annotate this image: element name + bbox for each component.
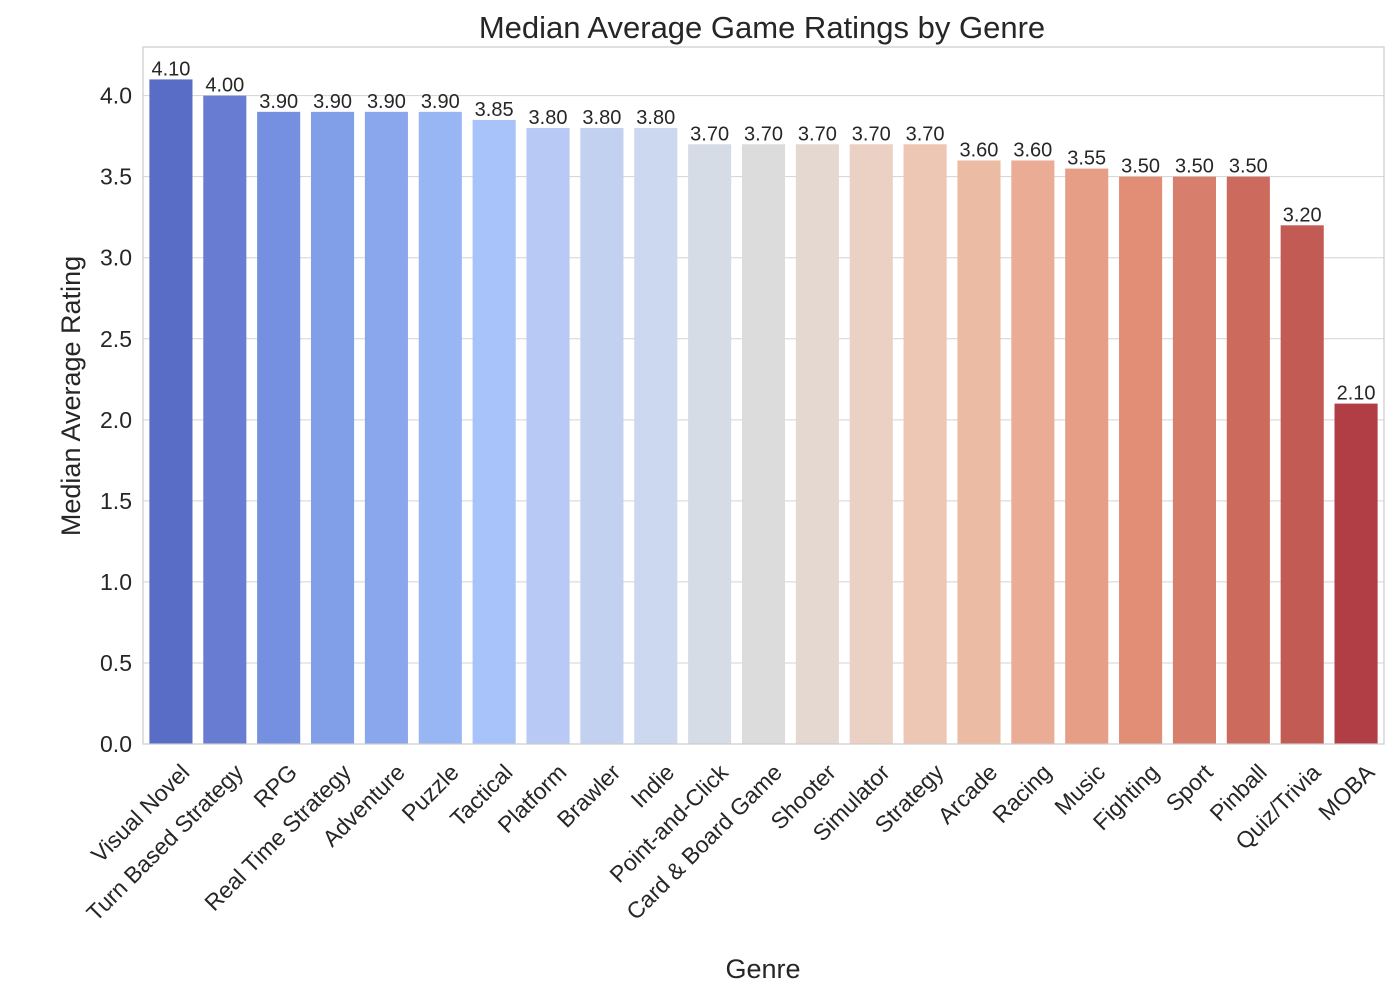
y-tick-label: 2.5 [100,326,132,352]
x-tick-label: MOBA [1313,759,1380,826]
bar-0 [149,79,193,745]
bar-21 [1280,225,1324,745]
bar-value-label: 3.80 [636,107,675,129]
y-axis-label: Median Average Rating [56,256,86,536]
y-tick-label: 3.5 [100,164,132,190]
bar-8 [580,128,624,744]
bar-16 [1011,160,1055,745]
bar-value-label: 3.55 [1067,148,1106,170]
bar-value-label: 3.60 [1013,139,1052,161]
y-tick-label: 1.0 [100,569,132,595]
bar-value-label: 3.50 [1229,156,1268,178]
bar-22 [1334,403,1378,744]
bar-2 [257,111,301,744]
bar-value-label: 3.90 [259,91,298,113]
bar-5 [418,111,462,744]
bar-15 [957,160,1001,745]
bar-value-label: 3.80 [582,107,621,129]
bar-value-label: 3.85 [475,99,514,121]
bars [149,79,1378,745]
bar-10 [688,144,732,745]
x-tick-label: Racing [987,759,1056,828]
bar-3 [310,111,355,744]
bar-value-label: 4.10 [151,58,190,80]
bar-value-label: 3.70 [906,123,945,145]
bar-value-labels: 4.10 4.00 3.90 3.90 3.90 3.90 3.85 3.80 3.80 3.80… [151,58,1375,404]
x-tick-label: Arcade [932,759,1002,829]
y-tick-labels: 0.0 0.5 1.0 1.5 2.0 2.5 3.0 3.5 4.0 [100,83,132,757]
bar-9 [634,128,678,744]
bar-1 [203,95,247,744]
bar-20 [1226,176,1270,744]
y-tick-label: 2.0 [100,407,132,433]
bar-14 [903,144,947,745]
bar-value-label: 3.70 [690,123,729,145]
bar-13 [849,144,893,745]
y-tick-label: 3.0 [100,245,132,271]
bar-value-label: 3.70 [744,123,783,145]
y-tick-label: 1.5 [100,488,132,514]
bar-value-label: 3.70 [852,123,891,145]
bar-7 [526,128,570,744]
bar-18 [1119,176,1163,744]
bar-value-label: 3.90 [421,91,460,113]
bar-19 [1172,176,1217,744]
y-tick-label: 0.5 [100,650,132,676]
bar-12 [795,144,839,745]
bar-value-label: 3.20 [1283,204,1322,226]
plot-frame [142,46,1385,745]
bar-value-label: 3.70 [798,123,837,145]
bar-value-label: 4.00 [205,75,244,97]
bar-value-label: 3.80 [529,107,568,129]
chart-title: Median Average Game Ratings by Genre [479,10,1045,45]
y-tick-label: 0.0 [100,731,132,757]
y-tick-label: 4.0 [100,83,132,109]
bar-value-label: 3.90 [313,91,352,113]
bar-6 [472,119,516,744]
bar-11 [741,144,786,745]
bar-17 [1065,168,1109,744]
bar-value-label: 2.10 [1337,383,1376,405]
bar-value-label: 3.50 [1121,156,1160,178]
bar-value-label: 3.60 [960,139,999,161]
bar-4 [364,111,408,744]
bar-value-label: 3.90 [367,91,406,113]
bar-value-label: 3.50 [1175,156,1214,178]
x-axis-label: Genre [725,954,800,984]
